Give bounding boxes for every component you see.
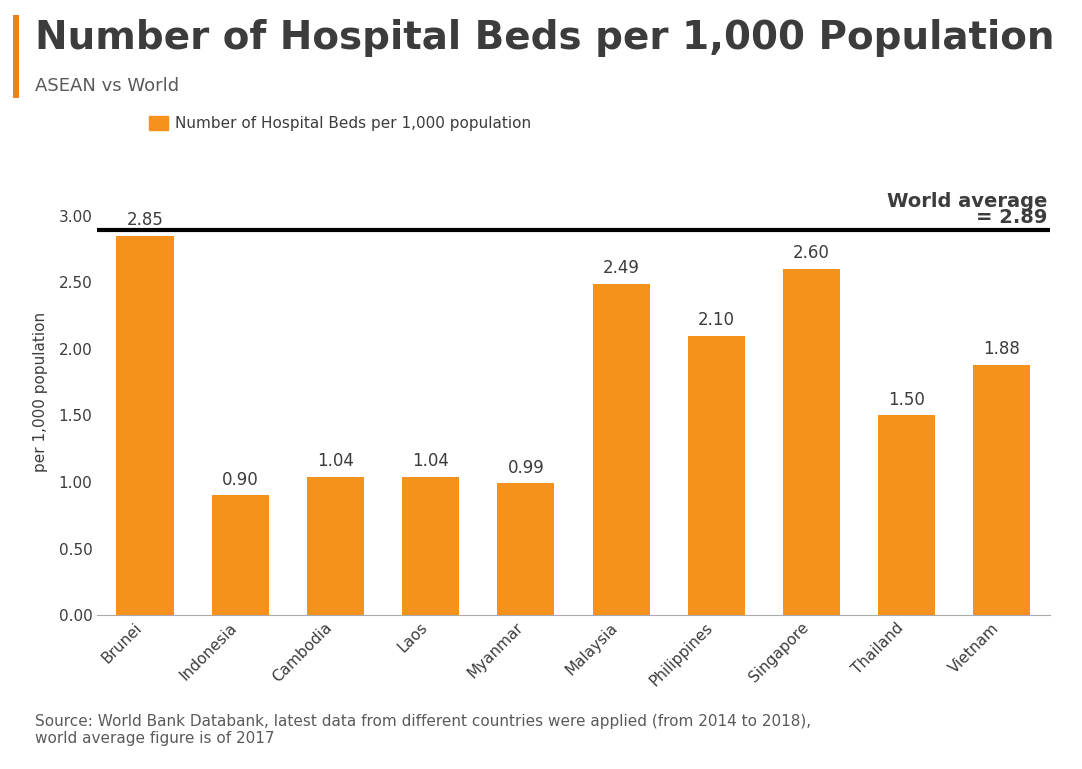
Legend: Number of Hospital Beds per 1,000 population: Number of Hospital Beds per 1,000 popula…: [143, 110, 538, 137]
Bar: [117, 236, 173, 615]
Bar: [879, 415, 935, 615]
Bar: [403, 477, 459, 615]
Text: World average: World average: [887, 191, 1047, 211]
Text: 2.10: 2.10: [698, 311, 735, 329]
Text: 1.04: 1.04: [317, 452, 354, 470]
Text: 0.90: 0.90: [222, 471, 259, 489]
Text: 1.04: 1.04: [412, 452, 449, 470]
Text: ASEAN vs World: ASEAN vs World: [35, 77, 179, 95]
Bar: [307, 477, 364, 615]
Text: = 2.89: = 2.89: [976, 208, 1047, 227]
Text: 2.49: 2.49: [603, 259, 639, 277]
Text: Number of Hospital Beds per 1,000 Population: Number of Hospital Beds per 1,000 Popula…: [35, 19, 1054, 57]
Text: 2.60: 2.60: [793, 245, 830, 262]
Bar: [974, 365, 1030, 615]
Text: 1.88: 1.88: [984, 340, 1020, 358]
Bar: [498, 484, 554, 615]
Text: 1.50: 1.50: [888, 391, 925, 409]
Bar: [783, 269, 840, 615]
Y-axis label: per 1,000 population: per 1,000 population: [32, 312, 48, 472]
Bar: [212, 495, 268, 615]
Text: 0.99: 0.99: [507, 459, 544, 477]
Text: 2.85: 2.85: [127, 211, 163, 229]
Bar: [593, 284, 649, 615]
Text: Source: World Bank Databank, latest data from different countries were applied (: Source: World Bank Databank, latest data…: [35, 714, 810, 746]
Bar: [688, 335, 744, 615]
